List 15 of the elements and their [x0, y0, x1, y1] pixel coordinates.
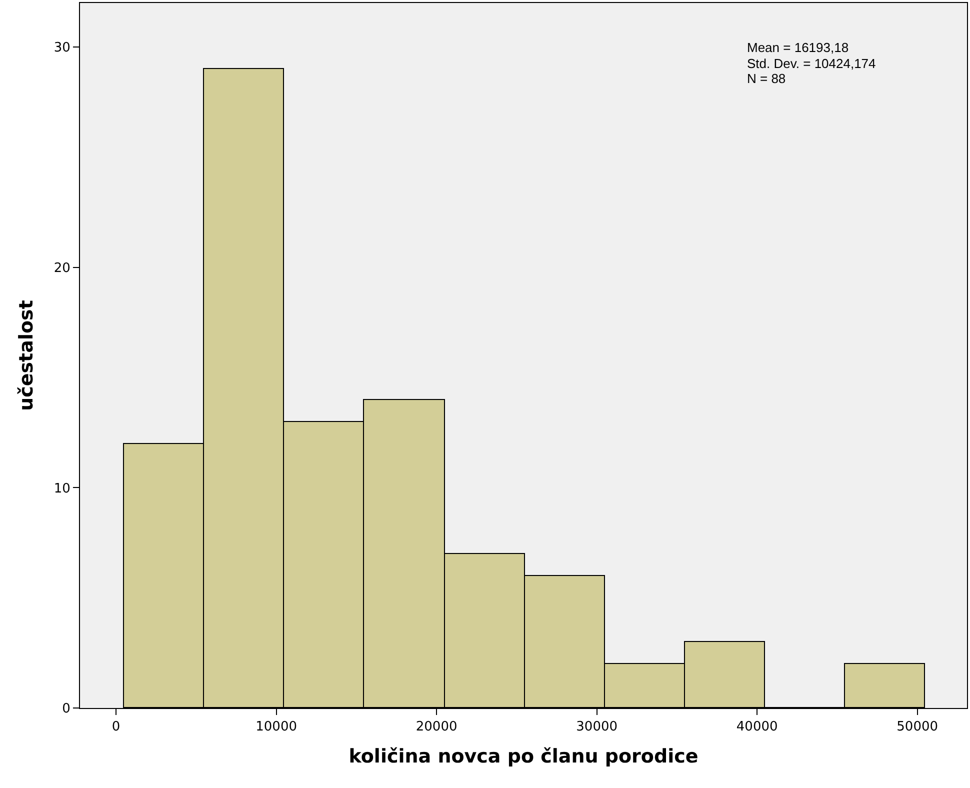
x-tick-label: 10000	[256, 720, 297, 735]
y-axis-title: učestalost	[16, 300, 38, 411]
annotation: Std. Dev. = 10424,174	[747, 56, 876, 71]
y-tick-label: 20	[54, 260, 70, 276]
x-tick-label: 0	[112, 720, 120, 735]
x-tick-label: 20000	[416, 720, 458, 735]
annotation: N = 88	[747, 71, 786, 86]
x-tick-label: 40000	[736, 720, 778, 735]
y-tick-label: 30	[54, 40, 70, 56]
y-tick-label: 0	[62, 702, 70, 717]
y-tick-label: 10	[54, 481, 70, 496]
x-tick-label: 50000	[896, 720, 938, 735]
annotation: Mean = 16193,18	[747, 40, 849, 55]
x-tick-label: 30000	[576, 720, 618, 735]
x-axis-title: količina novca po članu porodice	[348, 745, 698, 768]
